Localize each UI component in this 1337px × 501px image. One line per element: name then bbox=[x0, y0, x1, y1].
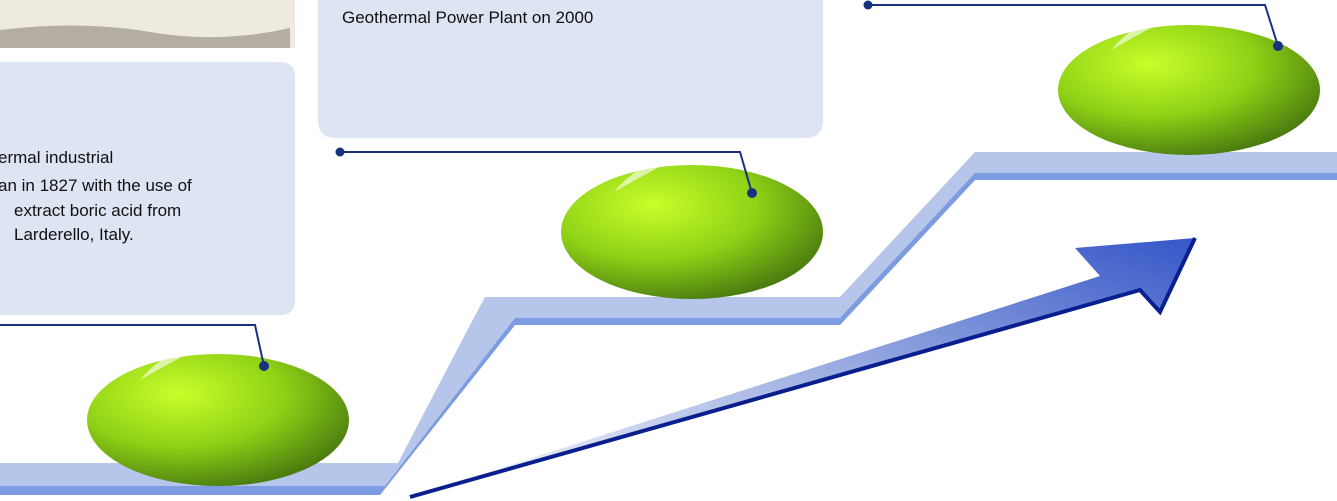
arrow-edge bbox=[410, 238, 1195, 497]
text-line: Larderello, Italy. bbox=[14, 225, 134, 245]
text-line: extract boric acid from bbox=[14, 201, 181, 221]
text-line: an in 1827 with the use of bbox=[0, 176, 192, 196]
text-line: ermal industrial bbox=[0, 148, 113, 168]
text-line: Geothermal Power Plant on 2000 bbox=[342, 8, 593, 28]
diagram bbox=[0, 0, 1337, 501]
slide: ermal industrial an in 1827 with the use… bbox=[0, 0, 1337, 501]
green-disc bbox=[561, 165, 823, 299]
growth-arrow bbox=[410, 238, 1195, 497]
green-disc bbox=[87, 354, 349, 486]
